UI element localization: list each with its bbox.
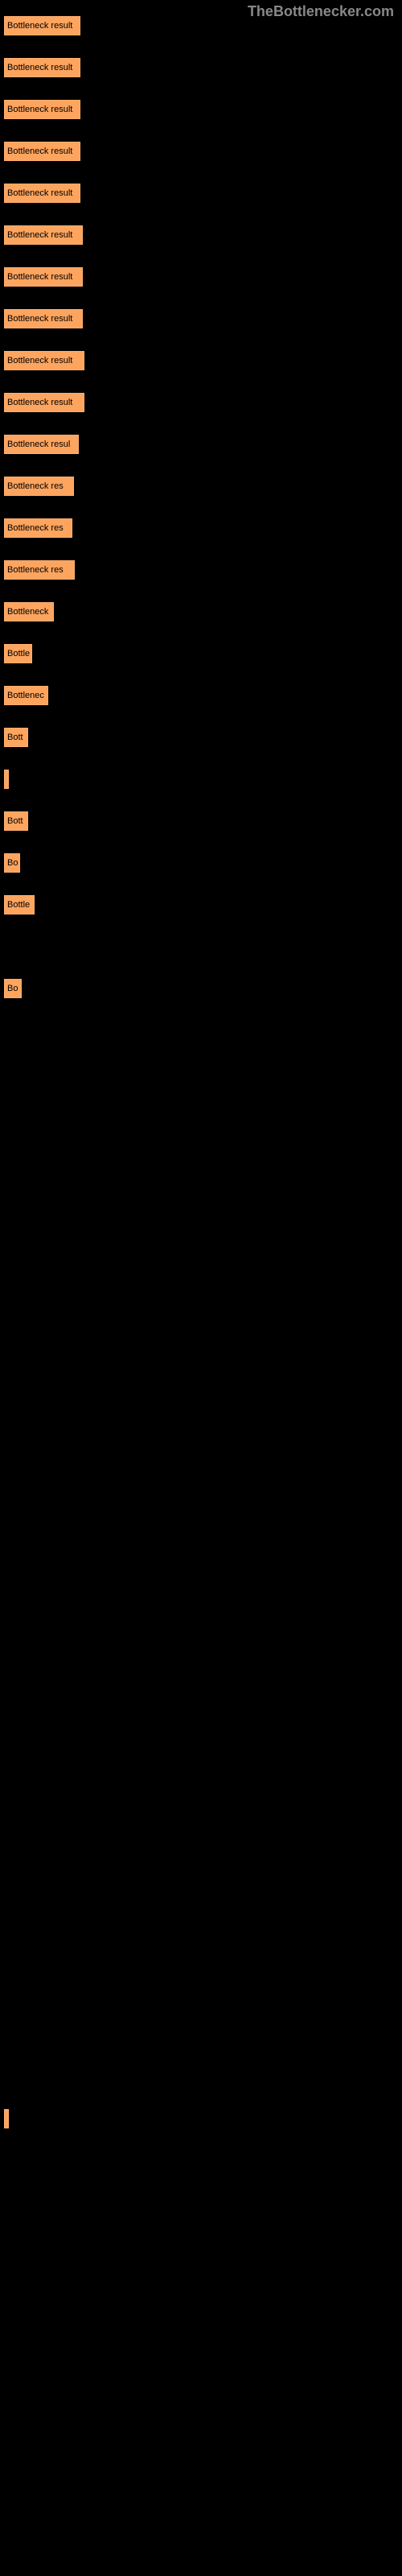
bar-row: Bo [4,853,402,873]
bar: Bottleneck result [4,58,80,77]
bar-row: Bottleneck res [4,560,402,580]
bar-row [4,1858,402,1877]
bar-row [4,1690,402,1710]
bar-row: Bo [4,979,402,998]
bar-row [4,2486,402,2505]
bar-row: Bottleneck resul [4,435,402,454]
bar-row: Bottle [4,644,402,663]
bar-row [4,2067,402,2087]
bar-row [4,1146,402,1166]
bar-row [4,1230,402,1249]
bar-row: Bottleneck result [4,100,402,119]
bar: Bottleneck res [4,518,72,538]
bar-row [4,1649,402,1668]
bar-chart: Bottleneck result Bottleneck result Bottle… [0,0,402,2547]
bar [4,2109,9,2128]
bar: Bottleneck res [4,477,74,496]
bar-row [4,1481,402,1501]
bar-row [4,770,402,789]
bar: Bottleneck result [4,393,84,412]
bar-row: Bottleneck result [4,393,402,412]
bar-row [4,1188,402,1208]
bar: Bottleneck result [4,309,83,328]
bar-row [4,2193,402,2212]
bar-row [4,1900,402,1919]
bar-row: Bottleneck res [4,518,402,538]
bar-row [4,2360,402,2380]
bar: Bott [4,811,28,831]
bar-row: Bottleneck result [4,267,402,287]
bar-row [4,1439,402,1459]
bar: Bottleneck result [4,100,80,119]
bar-row: Bottleneck res [4,477,402,496]
bar: Bottleneck [4,602,54,621]
bar-row: Bottleneck result [4,142,402,161]
bar: Bottleneck result [4,267,83,287]
bar: Bottle [4,895,35,914]
bar: Bottleneck result [4,184,80,203]
bar-row: Bottlenec [4,686,402,705]
bar-row [4,1314,402,1333]
watermark-text: TheBottlenecker.com [248,3,394,20]
bar: Bo [4,979,22,998]
bar-row [4,1356,402,1375]
bar-row: Bott [4,728,402,747]
bar-row [4,2235,402,2254]
bar-row: Bottleneck result [4,58,402,77]
bar-row [4,2528,402,2547]
bar-row [4,1523,402,1542]
bar: Bottleneck result [4,225,83,245]
bar: Bottleneck result [4,16,80,35]
bar-row [4,2444,402,2463]
bar-row [4,1104,402,1124]
bar-row [4,1397,402,1417]
bar [4,770,9,789]
bar-row: Bottleneck result [4,351,402,370]
bar: Bottle [4,644,32,663]
bar-row [4,1984,402,2003]
bar-row [4,2402,402,2421]
bar-row [4,1942,402,1961]
bar: Bottleneck result [4,351,84,370]
bar: Bo [4,853,20,873]
bar-row [4,1565,402,1584]
bar: Bott [4,728,28,747]
bar-row: Bottleneck result [4,225,402,245]
bar-row [4,2277,402,2296]
bar-row [4,2318,402,2338]
bar-row [4,1816,402,1835]
bar-row [4,937,402,956]
bar-row [4,1607,402,1626]
bar: Bottlenec [4,686,48,705]
bar-row: Bottleneck result [4,184,402,203]
bar: Bottleneck res [4,560,75,580]
bar-row: Bottleneck result [4,309,402,328]
bar-row [4,1732,402,1752]
bar-row [4,2025,402,2045]
bar-row [4,1272,402,1291]
bar-row [4,1021,402,1040]
bar-row [4,2151,402,2170]
bar: Bottleneck result [4,142,80,161]
bar-row [4,1774,402,1794]
bar-row: Bottle [4,895,402,914]
bar-row [4,2109,402,2128]
bar-row: Bottleneck [4,602,402,621]
bar-row: Bott [4,811,402,831]
bar: Bottleneck resul [4,435,79,454]
bar-row [4,1063,402,1082]
